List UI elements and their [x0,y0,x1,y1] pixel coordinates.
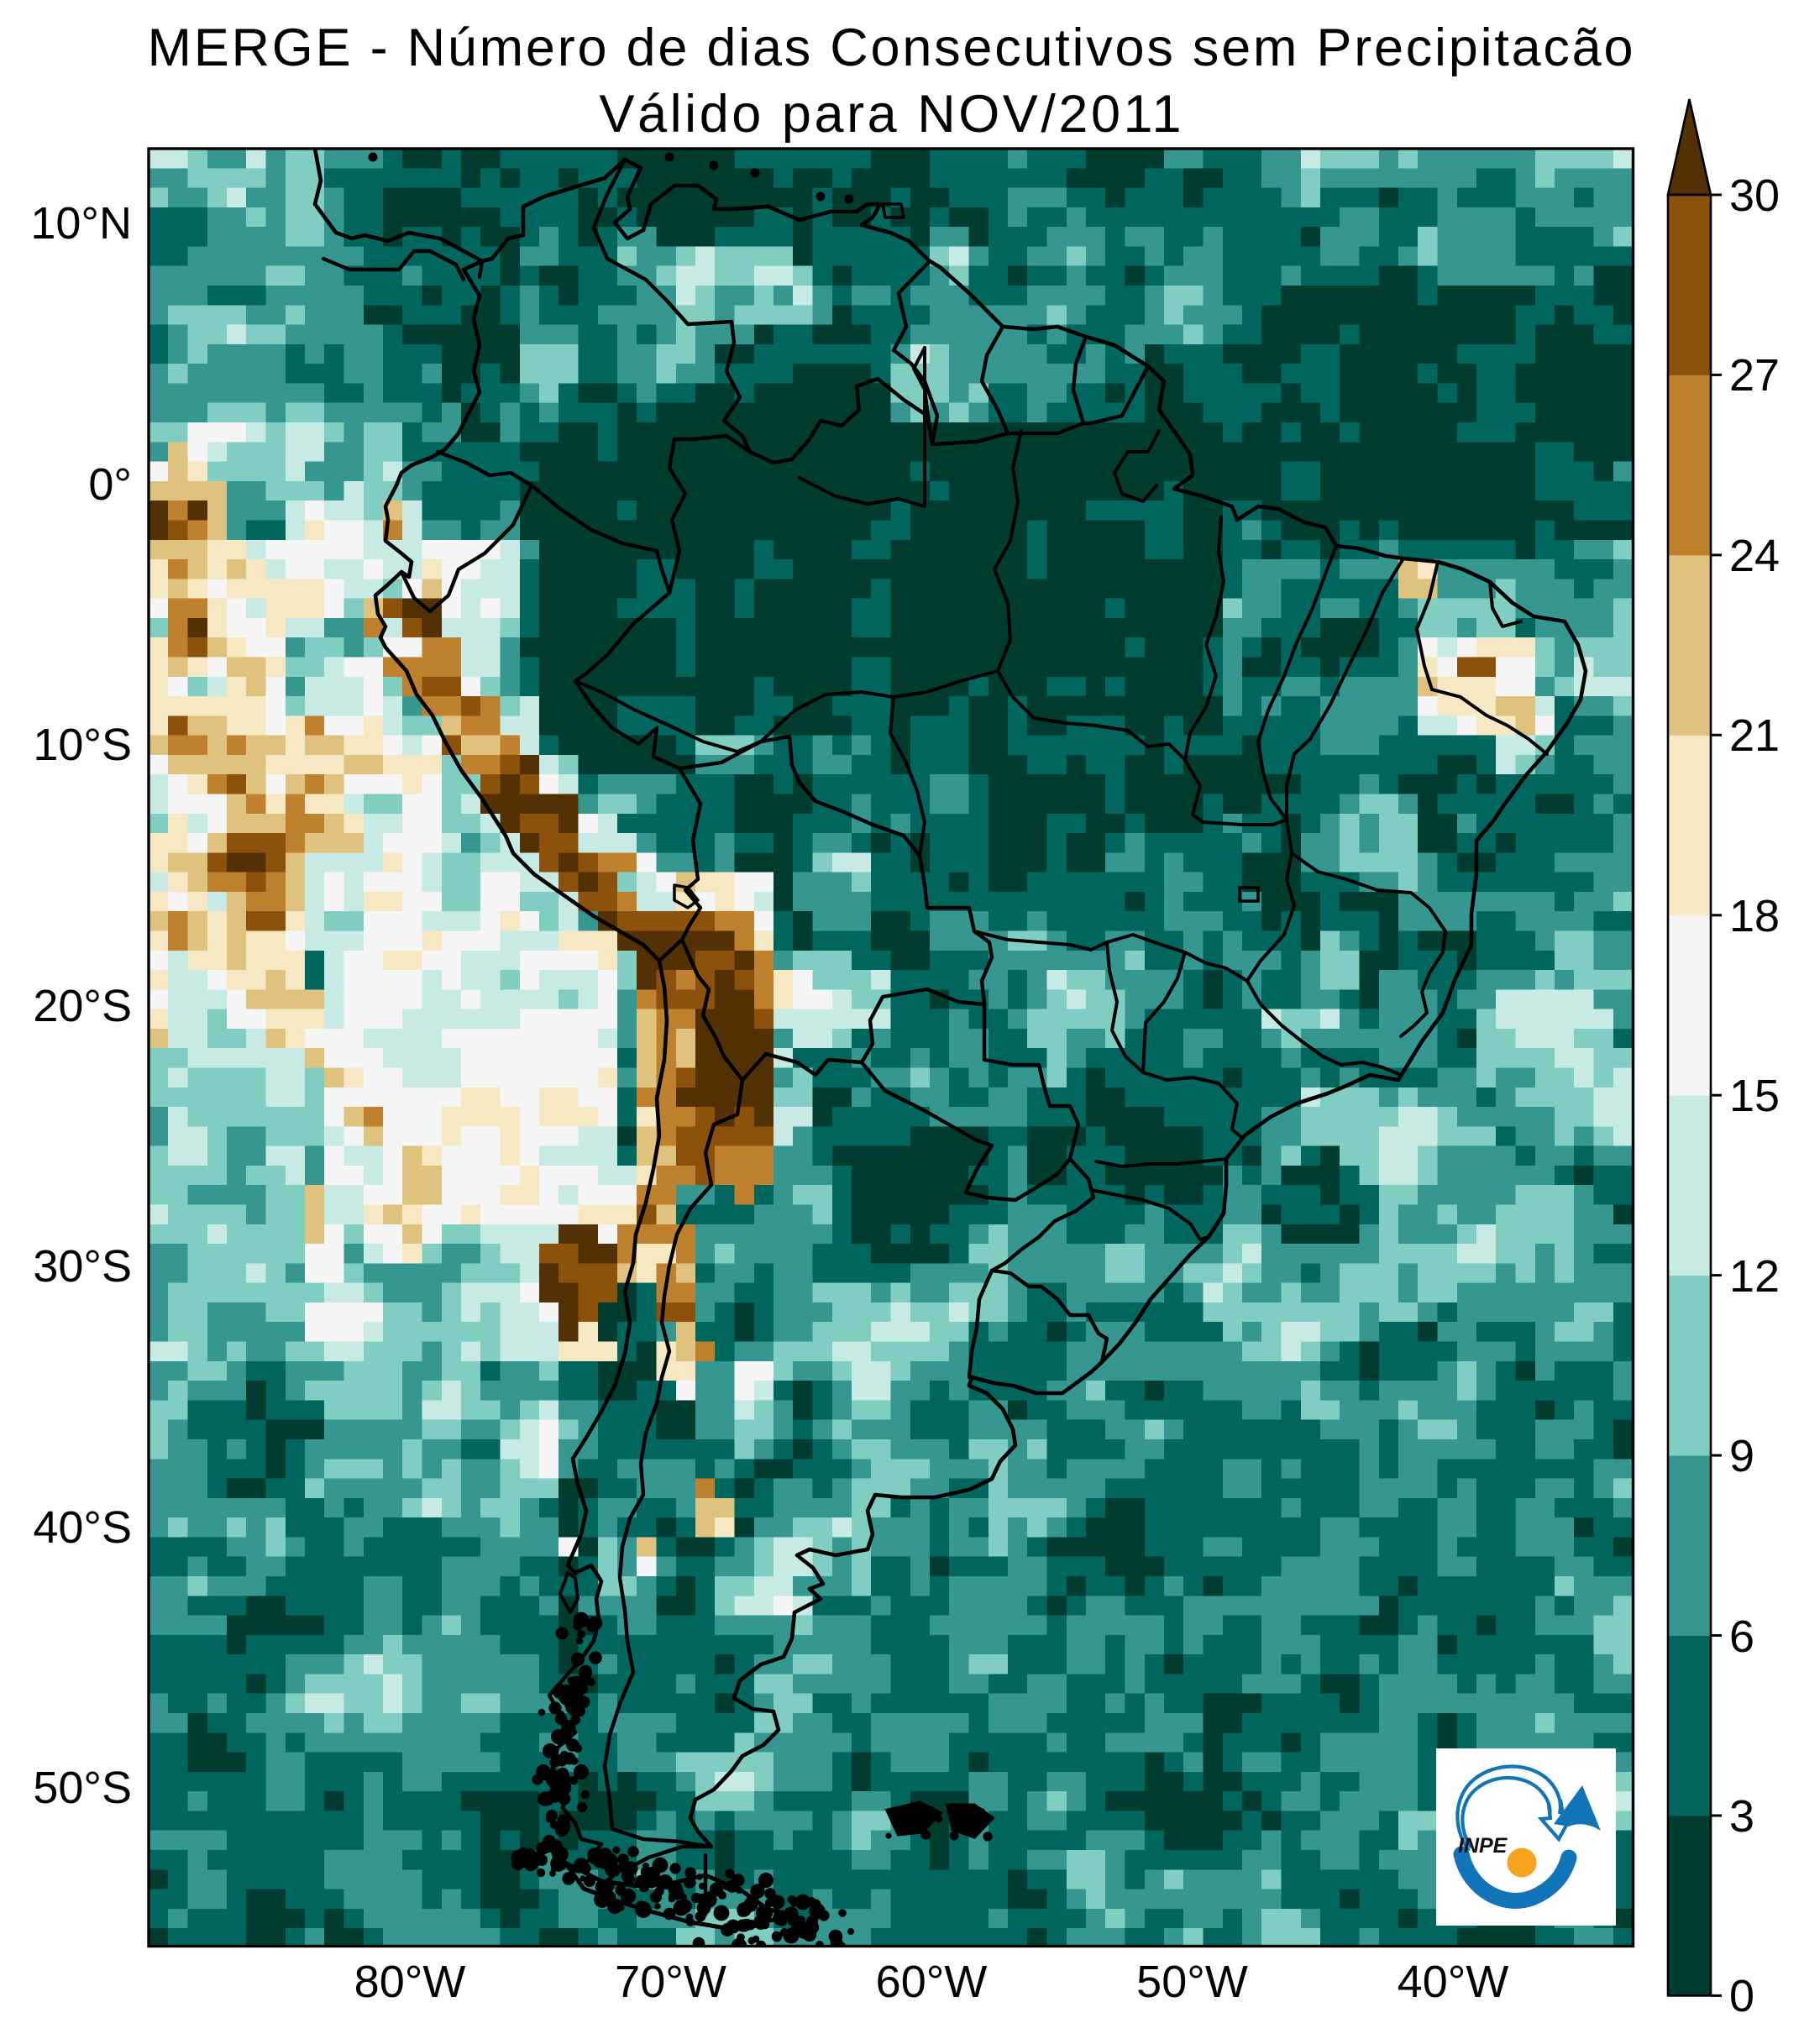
svg-text:Válido para NOV/2011: Válido para NOV/2011 [600,85,1182,144]
svg-text:50°W: 50°W [1136,1957,1248,2007]
svg-text:15: 15 [1729,1071,1780,1121]
svg-text:40°S: 40°S [33,1502,132,1553]
svg-text:3: 3 [1729,1791,1754,1842]
svg-text:0: 0 [1729,1971,1754,2021]
svg-text:80°W: 80°W [354,1957,466,2007]
svg-text:70°W: 70°W [615,1957,726,2007]
svg-text:10°S: 10°S [33,720,132,770]
svg-text:30°S: 30°S [33,1241,132,1292]
svg-text:10°N: 10°N [30,198,132,249]
svg-text:6: 6 [1729,1612,1754,1662]
svg-text:60°W: 60°W [876,1957,988,2007]
svg-text:12: 12 [1729,1251,1780,1302]
svg-text:0°: 0° [88,459,132,510]
svg-text:20°S: 20°S [33,981,132,1031]
svg-text:40°W: 40°W [1398,1957,1509,2007]
svg-text:MERGE - Número de dias Consecu: MERGE - Número de dias Consecutivos sem … [148,18,1634,77]
svg-text:27: 27 [1729,350,1780,401]
svg-text:24: 24 [1729,531,1780,581]
svg-text:18: 18 [1729,891,1780,941]
svg-text:9: 9 [1729,1431,1754,1481]
svg-text:50°S: 50°S [33,1763,132,1813]
svg-text:INPE: INPE [1458,1834,1508,1858]
svg-text:21: 21 [1729,710,1780,761]
svg-text:30: 30 [1729,170,1780,221]
